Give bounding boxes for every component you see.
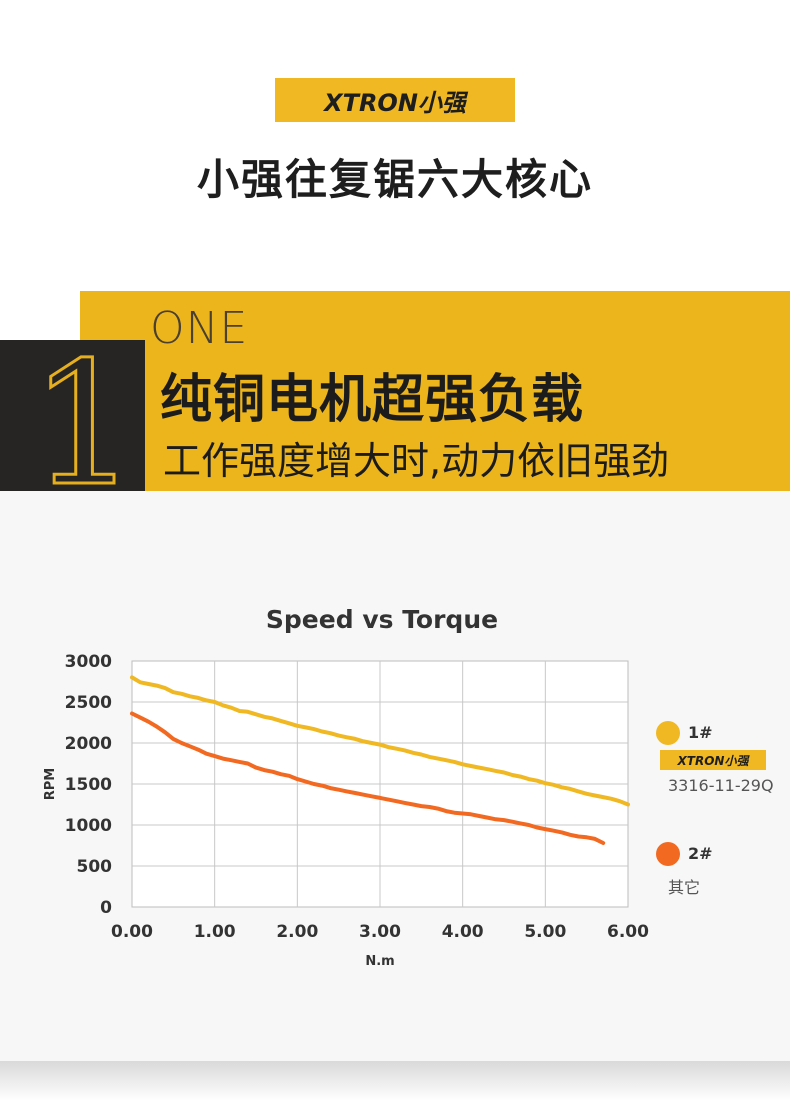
y-tick-label: 1000 bbox=[65, 816, 112, 836]
x-tick-label: 1.00 bbox=[194, 922, 236, 942]
chart-title: Speed vs Torque bbox=[266, 605, 498, 634]
y-tick-label: 500 bbox=[77, 857, 113, 877]
brand-logo: XTRON小强 bbox=[275, 78, 515, 122]
speed-torque-chart: 0.00 1.00 2.00 3.00 4.00 5.00 6.00 0 500 1000 1500… bbox=[43, 605, 649, 969]
feature-subtitle: 工作强度增大时,动力依旧强劲 bbox=[163, 439, 670, 483]
chart-panel: 0.00 1.00 2.00 3.00 4.00 5.00 6.00 0 500 1000 1500… bbox=[0, 491, 790, 1061]
feature-number: 1 bbox=[28, 340, 139, 491]
y-tick-label: 3000 bbox=[65, 652, 112, 672]
panel-shadow bbox=[0, 1061, 790, 1101]
feature-label: ONE bbox=[150, 303, 249, 354]
brand-logo-text: XTRON小强 bbox=[324, 88, 466, 117]
feature-band bbox=[80, 291, 790, 491]
feature-title: 纯铜电机超强负载 bbox=[160, 370, 585, 430]
x-tick-label: 2.00 bbox=[276, 922, 318, 942]
page-title: 小强往复锯六大核心 bbox=[196, 155, 593, 204]
legend-model-1: 3316-11-29Q bbox=[668, 776, 774, 795]
feature-number-box: 1 bbox=[0, 340, 145, 491]
x-tick-label: 0.00 bbox=[111, 922, 153, 942]
x-axis-label: N.m bbox=[365, 954, 394, 969]
legend-brand-logo-text: XTRON小强 bbox=[677, 753, 749, 768]
x-tick-label: 4.00 bbox=[442, 922, 484, 942]
y-axis-label: RPM bbox=[43, 768, 58, 800]
x-tick-label: 3.00 bbox=[359, 922, 401, 942]
legend-name-2: 2# bbox=[688, 844, 713, 863]
legend-brand-logo: XTRON小强 bbox=[660, 750, 766, 770]
y-tick-label: 2500 bbox=[65, 693, 112, 713]
legend-dot-1 bbox=[656, 721, 680, 745]
series-line-2 bbox=[130, 711, 606, 845]
x-tick-label: 5.00 bbox=[524, 922, 566, 942]
series-line-1 bbox=[130, 675, 630, 807]
x-tick-label: 6.00 bbox=[607, 922, 649, 942]
legend-name-1: 1# bbox=[688, 723, 713, 742]
y-tick-label: 2000 bbox=[65, 734, 112, 754]
legend-dot-2 bbox=[656, 842, 680, 866]
legend-model-2: 其它 bbox=[668, 878, 701, 897]
y-tick-label: 0 bbox=[100, 898, 112, 918]
y-tick-label: 1500 bbox=[65, 775, 112, 795]
